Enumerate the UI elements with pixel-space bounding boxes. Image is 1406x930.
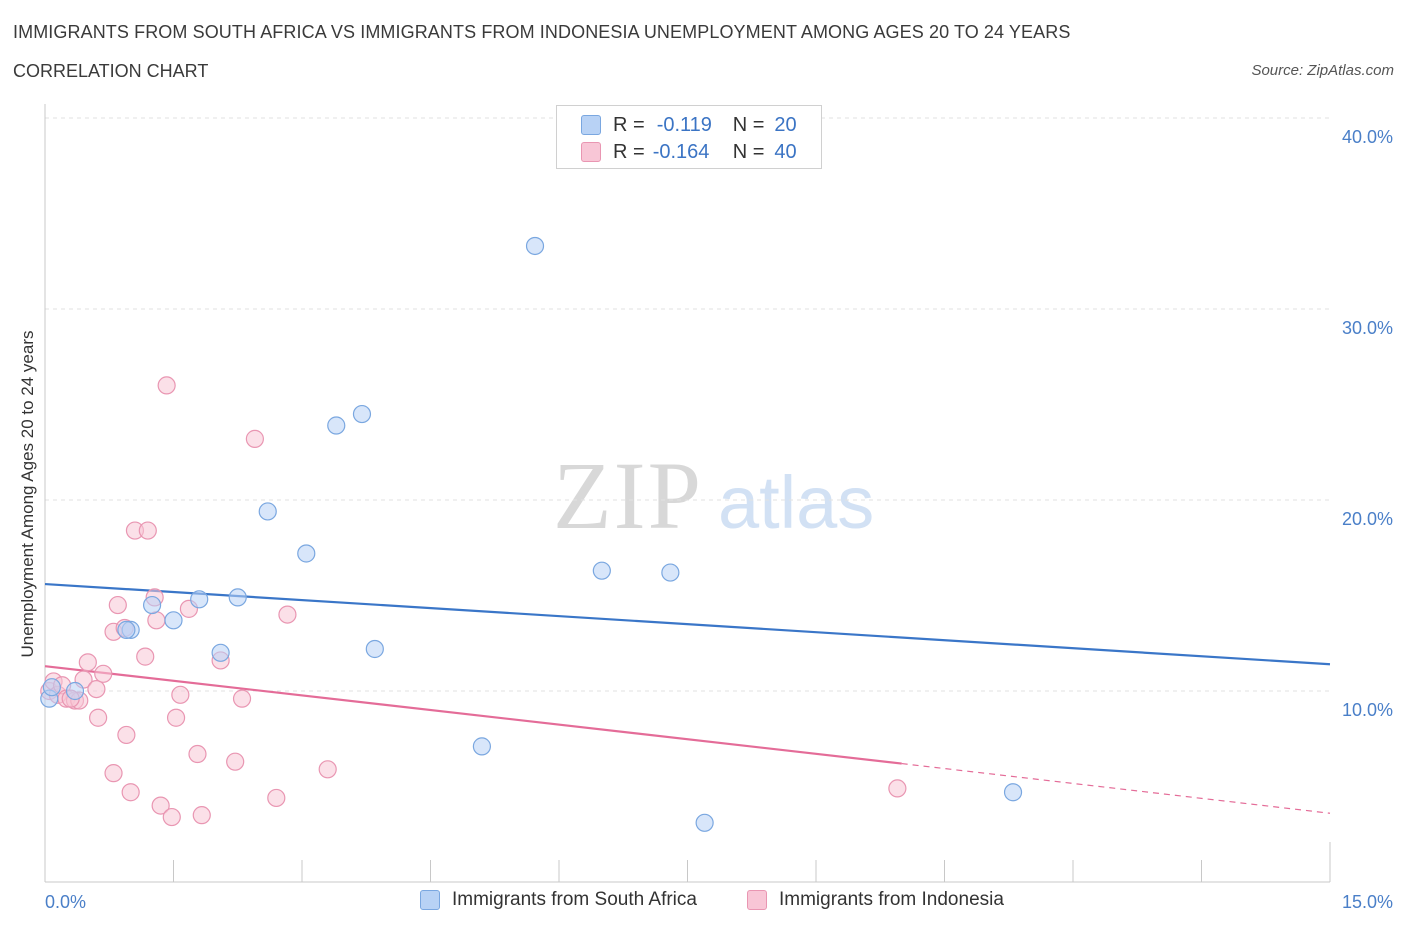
- south-africa-point: [525, 236, 545, 256]
- indonesia-point: [188, 744, 207, 764]
- trend-lines: [44, 582, 1331, 814]
- indonesia-point: [171, 685, 190, 704]
- indonesia-point: [157, 376, 176, 395]
- south-africa-point: [297, 544, 316, 563]
- legend-row-south-africa: R = -0.119 N = 20: [581, 113, 797, 137]
- indonesia-point: [147, 611, 166, 630]
- south-africa-point: [472, 737, 491, 756]
- legend-n-value: 40: [774, 140, 797, 163]
- south-africa-point: [592, 561, 611, 580]
- legend-r-label: R =: [613, 140, 645, 163]
- legend-r-value: -0.164: [652, 140, 710, 163]
- indonesia-point: [278, 605, 297, 624]
- legend-swatch-pink: [747, 890, 767, 910]
- south-africa-point: [695, 813, 714, 832]
- indonesia-point: [232, 689, 252, 708]
- indonesia-point: [117, 725, 136, 745]
- south-africa-point: [352, 404, 372, 424]
- watermark: ZIP atlas: [553, 442, 874, 549]
- legend-n-label: N =: [732, 113, 765, 136]
- south-africa-point: [117, 620, 136, 639]
- y-tick-label: 30.0%: [1342, 318, 1393, 338]
- indonesia-point: [104, 764, 123, 783]
- legend-item-indonesia[interactable]: Immigrants from Indonesia: [747, 889, 1004, 911]
- south-africa-point: [327, 416, 346, 435]
- south-africa-point: [142, 595, 162, 615]
- south-africa-point: [211, 643, 230, 662]
- indonesia-point: [888, 779, 907, 798]
- indonesia-point: [121, 783, 140, 802]
- y-tick-label: 40.0%: [1342, 127, 1393, 147]
- south-africa-point: [258, 502, 277, 521]
- legend-swatch-blue: [420, 890, 440, 910]
- axes: [44, 104, 1331, 883]
- indonesia-point: [267, 788, 286, 808]
- indonesia-point: [318, 760, 337, 779]
- indonesia-point: [138, 521, 157, 540]
- indonesia-point: [78, 653, 97, 672]
- indonesia-point: [94, 664, 113, 683]
- series-legend: Immigrants from South Africa Immigrants …: [0, 889, 1406, 915]
- watermark-atlas: atlas: [718, 461, 874, 544]
- south-africa-trend-line: [44, 582, 1331, 666]
- south-africa-point: [365, 639, 384, 659]
- legend-n-value: 20: [774, 113, 797, 136]
- indonesia-point: [166, 708, 186, 727]
- south-africa-point: [65, 681, 85, 701]
- correlation-legend: R = -0.119 N = 20 R = -0.164 N = 40: [556, 105, 822, 169]
- indonesia-point: [162, 807, 181, 827]
- legend-label-south-africa: Immigrants from South Africa: [452, 889, 697, 910]
- indonesia-point: [108, 595, 127, 615]
- chart-subtitle: CORRELATION CHART: [13, 61, 209, 81]
- legend-r-value: -0.119: [656, 113, 712, 136]
- legend-row-indonesia: R = -0.164 N = 40: [581, 140, 797, 164]
- y-axis-label: Unemployment Among Ages 20 to 24 years: [18, 331, 37, 658]
- south-africa-point: [190, 590, 209, 609]
- south-africa-point: [42, 678, 61, 697]
- watermark-zip: ZIP: [553, 442, 703, 549]
- tick-labels: 10.0% 20.0% 30.0% 40.0% 0.0% 15.0%: [45, 127, 1393, 912]
- south-africa-point: [1003, 783, 1023, 802]
- x-tick-label: 0.0%: [45, 892, 86, 912]
- indonesia-trend-line: [44, 665, 902, 765]
- south-africa-point: [661, 563, 680, 582]
- legend-r-label: R =: [613, 113, 645, 136]
- indonesia-point: [136, 647, 155, 666]
- indonesia-point: [226, 752, 245, 771]
- source-label: Source: ZipAtlas.com: [1251, 62, 1394, 79]
- legend-label-indonesia: Immigrants from Indonesia: [779, 889, 1004, 910]
- legend-swatch-pink: [581, 142, 601, 162]
- indonesia-point: [245, 429, 264, 448]
- indonesia-point: [151, 796, 170, 815]
- indonesia-point: [192, 806, 211, 825]
- legend-swatch-blue: [581, 115, 601, 135]
- south-africa-point: [164, 611, 183, 630]
- legend-item-south-africa[interactable]: Immigrants from South Africa: [420, 889, 697, 911]
- south-africa-point: [228, 588, 247, 607]
- chart-title: IMMIGRANTS FROM SOUTH AFRICA VS IMMIGRAN…: [13, 22, 1071, 42]
- data-points: [40, 236, 1023, 832]
- indonesia-trend-extension: [901, 762, 1331, 814]
- y-tick-label: 20.0%: [1342, 509, 1393, 529]
- legend-n-label: N =: [732, 140, 765, 163]
- y-tick-label: 10.0%: [1342, 700, 1393, 720]
- indonesia-point: [87, 679, 106, 699]
- indonesia-point: [89, 708, 108, 727]
- x-tick-label: 15.0%: [1342, 892, 1393, 912]
